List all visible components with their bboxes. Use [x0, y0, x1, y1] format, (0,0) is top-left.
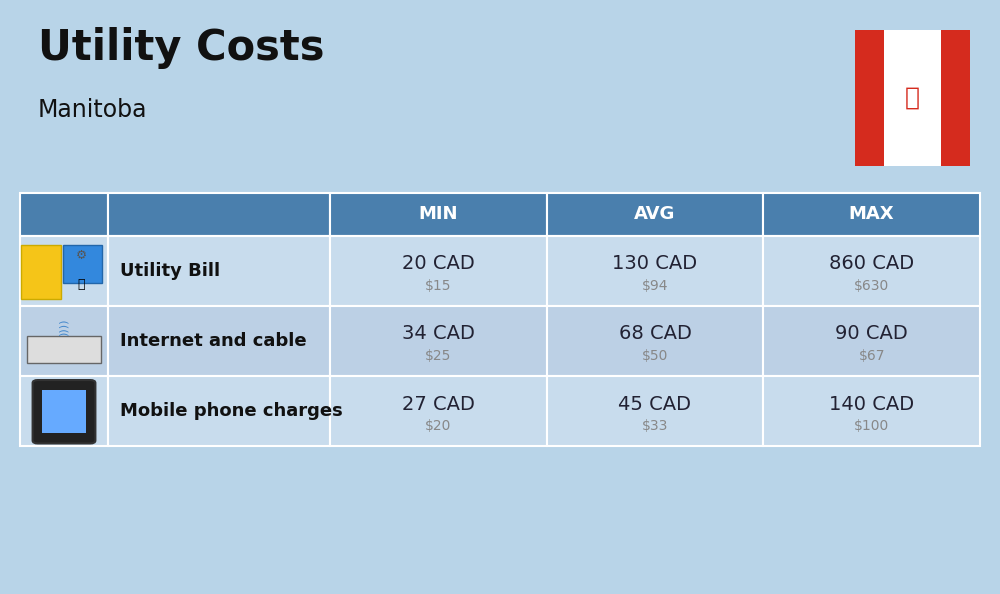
Bar — [108, 193, 330, 236]
Bar — [108, 306, 330, 376]
FancyBboxPatch shape — [21, 245, 61, 299]
Bar — [330, 193, 547, 236]
Text: Internet and cable: Internet and cable — [120, 332, 307, 350]
Bar — [547, 376, 763, 446]
Text: 90 CAD: 90 CAD — [835, 324, 908, 343]
Bar — [330, 376, 547, 446]
Text: 860 CAD: 860 CAD — [829, 254, 914, 273]
FancyBboxPatch shape — [63, 245, 102, 283]
Text: ⚙: ⚙ — [76, 249, 87, 262]
FancyBboxPatch shape — [27, 336, 101, 363]
Text: )))): )))) — [59, 318, 69, 336]
Text: 34 CAD: 34 CAD — [402, 324, 475, 343]
FancyBboxPatch shape — [855, 30, 970, 166]
Bar — [20, 236, 108, 306]
Bar — [763, 236, 980, 306]
Bar — [763, 306, 980, 376]
FancyBboxPatch shape — [855, 30, 884, 166]
Bar — [330, 236, 547, 306]
Text: $94: $94 — [642, 279, 668, 293]
Bar — [108, 236, 330, 306]
Text: Utility Bill: Utility Bill — [120, 262, 220, 280]
Text: $25: $25 — [425, 349, 452, 364]
Text: $20: $20 — [425, 419, 452, 434]
Text: 45 CAD: 45 CAD — [618, 394, 692, 413]
Bar — [547, 193, 763, 236]
Text: Mobile phone charges: Mobile phone charges — [120, 402, 343, 420]
Text: $100: $100 — [854, 419, 889, 434]
Bar — [547, 306, 763, 376]
Text: 27 CAD: 27 CAD — [402, 394, 475, 413]
Text: MIN: MIN — [419, 206, 458, 223]
Text: 140 CAD: 140 CAD — [829, 394, 914, 413]
Bar — [763, 193, 980, 236]
Text: $67: $67 — [858, 349, 885, 364]
Bar — [547, 236, 763, 306]
Bar — [20, 376, 108, 446]
Text: 130 CAD: 130 CAD — [612, 254, 698, 273]
FancyBboxPatch shape — [33, 380, 95, 444]
Bar — [108, 376, 330, 446]
Text: MAX: MAX — [849, 206, 894, 223]
Text: AVG: AVG — [634, 206, 676, 223]
Text: 68 CAD: 68 CAD — [619, 324, 691, 343]
Bar — [330, 306, 547, 376]
Text: $33: $33 — [642, 419, 668, 434]
Text: Utility Costs: Utility Costs — [38, 27, 324, 69]
Text: $50: $50 — [642, 349, 668, 364]
Text: 📱: 📱 — [78, 279, 85, 292]
Text: $15: $15 — [425, 279, 452, 293]
Bar — [20, 306, 108, 376]
FancyBboxPatch shape — [42, 390, 86, 434]
Bar — [763, 376, 980, 446]
Text: Manitoba: Manitoba — [38, 98, 148, 122]
Text: 🍁: 🍁 — [905, 86, 920, 110]
Text: $630: $630 — [854, 279, 889, 293]
FancyBboxPatch shape — [941, 30, 970, 166]
Bar — [20, 193, 108, 236]
Text: 20 CAD: 20 CAD — [402, 254, 475, 273]
